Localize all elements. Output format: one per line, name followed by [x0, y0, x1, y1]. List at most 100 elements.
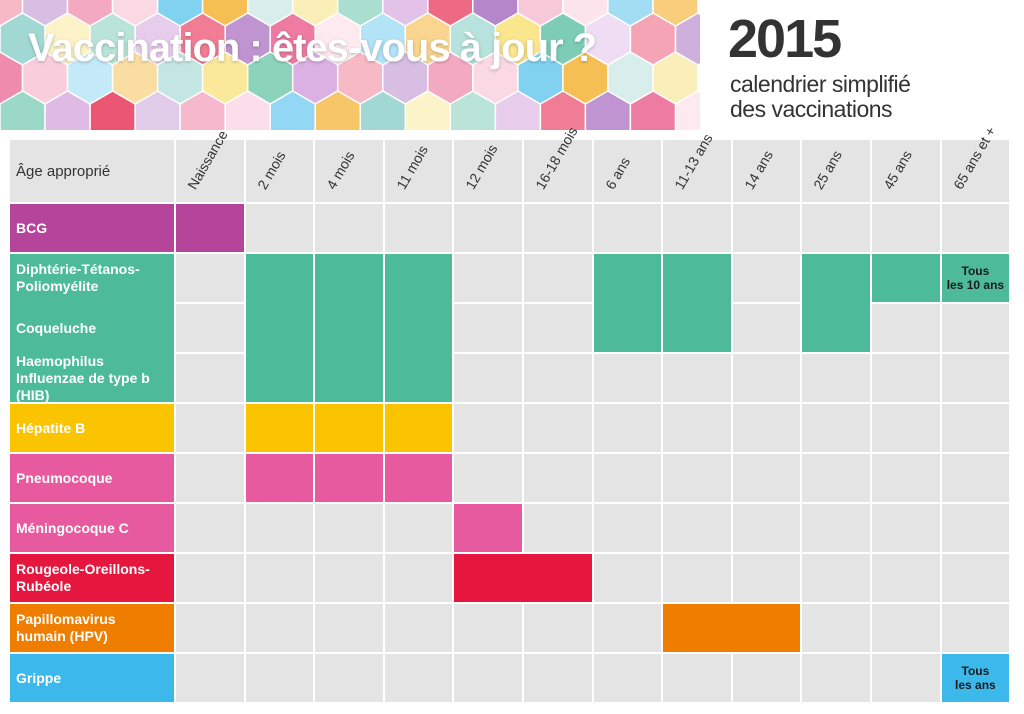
- grid-cell: [593, 654, 662, 702]
- row-label: Méningocoque C: [10, 504, 174, 552]
- row-label: Grippe: [10, 654, 174, 702]
- grid-cell: [454, 454, 522, 502]
- grid-cell: [524, 654, 592, 702]
- grid-cell: [245, 554, 314, 602]
- grid-cell: [872, 354, 940, 402]
- grid-cell: [802, 404, 870, 452]
- banner-hexagon: [134, 90, 181, 130]
- annotation-text: les ans: [955, 678, 996, 692]
- banner-overlay: [0, 0, 700, 130]
- grid-cell: [802, 354, 870, 402]
- column-header-cell: [802, 140, 870, 202]
- row-label-background: [10, 254, 174, 402]
- row-label: Coqueluche: [10, 304, 174, 352]
- grid-cell: [732, 254, 801, 302]
- grid-cell: [732, 554, 801, 602]
- row-label-text: Rougeole-Oreillons-: [16, 561, 150, 577]
- banner-hexagon: [539, 90, 587, 130]
- grid-cell: [454, 304, 522, 352]
- banner-hexagon: [584, 90, 632, 130]
- grid-cell: [176, 604, 244, 652]
- grid-cell: [454, 204, 522, 252]
- grid-cell: [732, 654, 801, 702]
- grid-cell: [872, 404, 940, 452]
- grid-cell: [802, 504, 870, 552]
- grid-cell: [524, 404, 592, 452]
- row-label-background: [10, 504, 174, 552]
- grid-cell: [802, 554, 870, 602]
- grid-cell: [732, 304, 801, 352]
- grid-cell: [315, 554, 383, 602]
- banner-hexagon: [0, 90, 46, 130]
- grid-cell: [663, 404, 731, 452]
- schedule-annotation: Tous les 10 ans: [942, 254, 1010, 302]
- schedule-bar: [802, 254, 870, 352]
- row-label: BCG: [10, 204, 174, 252]
- grid-cell: [941, 604, 1010, 652]
- column-header-cell: [593, 140, 662, 202]
- grid-cell: [384, 504, 453, 552]
- schedule-bar: [941, 654, 1010, 702]
- grid-cell: [176, 504, 244, 552]
- row-label: Haemophilus Influenzae de type b (HIB): [10, 352, 174, 403]
- annotation-text: les 10 ans: [946, 278, 1005, 292]
- hexagon-pattern: [0, 0, 700, 130]
- grid-cell: [315, 654, 383, 702]
- grid-cell: [176, 354, 244, 402]
- schedule-bar: [663, 254, 731, 352]
- grid-cell: [941, 404, 1010, 452]
- column-header-cell: [941, 140, 1010, 202]
- banner-hexagon: [44, 90, 91, 130]
- row-label: Rougeole-Oreillons- Rubéole: [10, 554, 174, 602]
- grid-cell: [176, 254, 244, 302]
- grid-cell: [593, 404, 662, 452]
- grid-cell: [454, 404, 522, 452]
- banner-decoration: [0, 0, 700, 130]
- row-label: Pneumocoque: [10, 454, 174, 502]
- grid-cell: [593, 204, 662, 252]
- row-label-text: Hépatite B: [16, 419, 86, 436]
- row-label-text: BCG: [16, 219, 48, 236]
- schedule-bar: [315, 404, 383, 452]
- schedule-bar: [872, 254, 940, 302]
- row-label-text: Poliomyélite: [16, 278, 99, 294]
- grid-cell: [593, 354, 662, 402]
- grid-cell: [663, 454, 731, 502]
- grid-cell: [663, 554, 731, 602]
- grid-cell: [245, 204, 314, 252]
- row-label-background: [10, 404, 174, 452]
- grid-cell: [663, 504, 731, 552]
- grid-cell: [872, 654, 940, 702]
- grid-cell: [872, 554, 940, 602]
- grid-cell: [384, 604, 453, 652]
- row-label-text: Haemophilus: [16, 352, 104, 369]
- grid-cell: [941, 304, 1010, 352]
- subtitle-line-2: des vaccinations: [730, 96, 893, 122]
- schedule-bar: [176, 204, 244, 252]
- grid-cell: [176, 654, 244, 702]
- grid-cell: [872, 454, 940, 502]
- grid-cell: [524, 504, 592, 552]
- grid-cell: [176, 454, 244, 502]
- schedule-bar: [384, 454, 453, 502]
- grid-cell: [384, 204, 453, 252]
- grid-cell: [593, 604, 662, 652]
- row-label-text: Papillomavirus: [16, 611, 116, 627]
- grid-cell: [802, 604, 870, 652]
- grid-cell: [663, 204, 731, 252]
- corner-label: Âge approprié: [10, 140, 174, 202]
- grid-cell: [593, 504, 662, 552]
- schedule-bar: [315, 254, 383, 402]
- grid-cell: [802, 454, 870, 502]
- schedule-bar: [941, 254, 1010, 302]
- schedule-bar: [524, 554, 592, 602]
- annotation-text: Tous: [961, 264, 990, 278]
- banner-hexagon: [314, 90, 362, 130]
- grid-cell: [732, 404, 801, 452]
- grid-cell: [941, 554, 1010, 602]
- grid-cell: [176, 554, 244, 602]
- row-label-text: Rubéole: [16, 578, 72, 594]
- grid-cell: [732, 454, 801, 502]
- grid-cell: [384, 554, 453, 602]
